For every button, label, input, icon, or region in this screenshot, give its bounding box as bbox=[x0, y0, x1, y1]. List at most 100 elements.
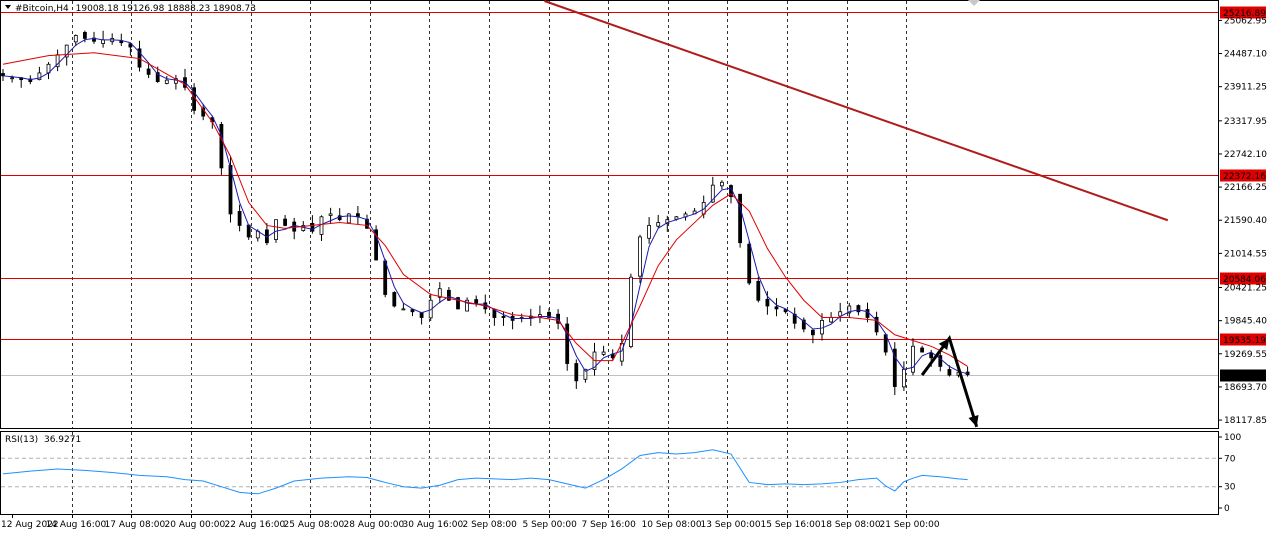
candle-body bbox=[28, 78, 33, 82]
candle-body bbox=[155, 72, 160, 82]
candle-body bbox=[310, 223, 315, 232]
candle-body bbox=[456, 297, 460, 310]
trendline-group bbox=[544, 0, 1169, 222]
candle-body bbox=[292, 221, 297, 232]
projection-arrow bbox=[920, 334, 979, 428]
candle-body bbox=[710, 184, 715, 203]
current-price-label: 18908.73 bbox=[1223, 372, 1266, 382]
candle-body bbox=[774, 306, 779, 310]
candle-body bbox=[146, 68, 151, 75]
level-price-tag bbox=[1220, 169, 1266, 182]
svg-text:#Bitcoin,H4 19008.18 1: #Bitcoin,H4 19008.18 19126.98 18888.23 1… bbox=[15, 4, 256, 14]
price-tick-label: 19269.55 bbox=[1224, 350, 1267, 360]
candle-body bbox=[446, 289, 451, 301]
candle-body bbox=[574, 363, 579, 382]
price-tick-label: 19845.40 bbox=[1224, 317, 1267, 327]
candle-body bbox=[501, 315, 506, 318]
projection-arrowhead bbox=[938, 338, 950, 351]
time-tick-label: 18 Sep 08:00 bbox=[821, 520, 881, 530]
candle-body bbox=[465, 299, 470, 312]
ohlc-values: 19008.18 19126.98 18888.23 18908.73 bbox=[76, 4, 256, 14]
rsi-tick-label: 30 bbox=[1224, 483, 1236, 493]
price-tick-label: 21014.55 bbox=[1224, 249, 1267, 259]
candle-body bbox=[738, 193, 742, 244]
rsi-tick-label: 0 bbox=[1224, 504, 1230, 514]
candle-body bbox=[274, 219, 278, 240]
candle-body bbox=[856, 305, 861, 313]
candle-body bbox=[838, 311, 843, 317]
rsi-tick-label: 100 bbox=[1224, 433, 1241, 443]
candle-body bbox=[938, 355, 943, 367]
candle-body bbox=[947, 369, 952, 376]
candle-body bbox=[902, 368, 906, 388]
moving-averages bbox=[2, 37, 968, 375]
candle-body bbox=[811, 329, 815, 336]
time-tick-label: 2 Sep 08:00 bbox=[463, 520, 518, 530]
time-tick-label: 13 Sep 00:00 bbox=[701, 520, 761, 530]
candle-body bbox=[638, 236, 642, 277]
level-price-label: 25216.89 bbox=[1223, 9, 1266, 19]
candle-body bbox=[601, 351, 606, 355]
price-tick-label: 24487.10 bbox=[1224, 50, 1267, 60]
candle-body bbox=[565, 323, 570, 364]
price-tick-label: 23911.25 bbox=[1224, 83, 1267, 93]
candle-body bbox=[128, 43, 133, 48]
candle-body bbox=[911, 345, 915, 373]
level-price-label: 19535.19 bbox=[1223, 336, 1266, 346]
time-tick-label: 25 Aug 08:00 bbox=[284, 520, 345, 530]
time-tick-label: 28 Aug 00:00 bbox=[344, 520, 405, 530]
time-tick-label: 17 Aug 08:00 bbox=[105, 520, 166, 530]
time-tick-label: 12 Aug 2022 bbox=[1, 520, 59, 530]
indicator-value: 36.9271 bbox=[44, 435, 81, 445]
price-tick-label: 21590.40 bbox=[1224, 216, 1267, 226]
rsi-tick-label: 70 bbox=[1224, 454, 1236, 464]
projection-arrowhead bbox=[968, 414, 979, 427]
candle-body bbox=[73, 35, 78, 43]
level-price-tag bbox=[1220, 333, 1266, 346]
candle-body bbox=[319, 216, 324, 235]
candle-body bbox=[720, 181, 724, 187]
candle-body bbox=[437, 288, 442, 298]
candle-body bbox=[346, 213, 351, 224]
candle-body bbox=[219, 123, 224, 169]
time-tick-label: 10 Sep 08:00 bbox=[642, 520, 702, 530]
candle-body bbox=[283, 218, 288, 226]
candle-body bbox=[892, 348, 897, 387]
candle-body bbox=[747, 243, 752, 284]
candle-body bbox=[83, 31, 87, 39]
candle-body bbox=[929, 352, 934, 359]
price-tick-label: 18693.70 bbox=[1224, 383, 1267, 393]
indicator-header: RSI(13) 36.9271 bbox=[5, 435, 81, 445]
price-tick-label: 23317.95 bbox=[1224, 117, 1267, 127]
time-tick-label: 15 Sep 16:00 bbox=[761, 520, 821, 530]
rsi-line bbox=[2, 449, 968, 495]
price-tick-label: 18117.85 bbox=[1224, 416, 1267, 426]
candle-body bbox=[164, 79, 169, 84]
candle-body bbox=[10, 77, 15, 80]
price-tick-label: 22166.25 bbox=[1224, 183, 1267, 193]
candle-body bbox=[64, 44, 69, 58]
candle-body bbox=[328, 213, 333, 216]
dropdown-triangle-icon[interactable] bbox=[5, 5, 11, 9]
candle-body bbox=[629, 276, 633, 348]
candle-body bbox=[801, 319, 806, 330]
candle-body bbox=[829, 317, 833, 323]
ma-slow-line bbox=[2, 52, 968, 367]
price-tick-label: 22742.10 bbox=[1224, 150, 1267, 160]
candle-body bbox=[874, 316, 879, 333]
scroll-marker-icon[interactable] bbox=[968, 0, 980, 6]
trendline bbox=[544, 0, 1169, 222]
candle-body bbox=[246, 224, 251, 238]
candle-body bbox=[237, 211, 242, 226]
level-price-tag bbox=[1220, 6, 1266, 19]
level-price-label: 22372.16 bbox=[1223, 172, 1266, 182]
candle-body bbox=[401, 308, 406, 311]
rsi-group: 100 70 30 0 bbox=[1, 432, 1241, 514]
candle-body bbox=[765, 298, 770, 307]
time-tick-label: 30 Aug 16:00 bbox=[403, 520, 464, 530]
candle-body bbox=[101, 39, 105, 44]
time-tick-label: 22 Aug 16:00 bbox=[225, 520, 286, 530]
